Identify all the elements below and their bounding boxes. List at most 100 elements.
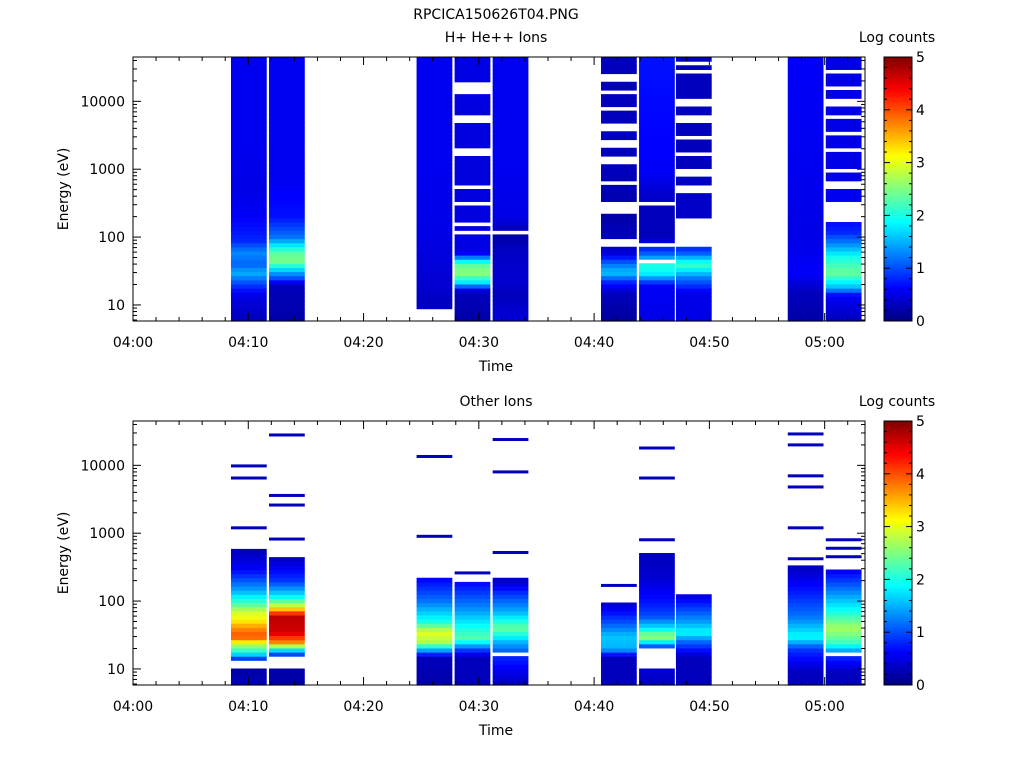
h-he-ions-bin [269,242,305,248]
h-he-ions-bin [787,123,824,128]
h-he-ions-bin [269,230,305,235]
other-ions-x-tick-label: 04:40 [574,699,614,715]
h-he-ions-bin [825,288,862,293]
h-he-ions-bin [269,316,305,322]
other-ions-bin [639,594,675,599]
h-he-ions-colorbar-tick-label: 4 [916,103,925,119]
h-he-ions-bin [454,98,491,103]
h-he-ions-bin [601,94,637,99]
other-ions-bin [601,672,637,678]
h-he-ions-bin [269,164,305,169]
h-he-ions-bin [787,135,824,141]
other-ions-bin [639,668,675,674]
h-he-ions-bin [492,250,529,256]
other-ions-bin [601,631,637,637]
other-ions-bin [230,656,267,661]
h-he-ions-bin [269,168,305,174]
other-ions-colorbar-tick-label: 5 [916,414,925,430]
other-ions-bin [416,672,453,678]
h-he-ions-bin [639,205,675,211]
h-he-ions-bin [230,296,267,301]
h-he-ions-bin [825,246,862,252]
other-ions-colorbar-tick-label: 4 [916,467,925,483]
h-he-ions-bin [454,312,491,318]
h-he-ions-bin [454,176,491,182]
other-ions-bin [825,606,862,612]
h-he-ions-bin [230,164,267,169]
other-ions-y-tick-label: 1000 [89,526,125,542]
h-he-ions-bin [787,288,824,293]
h-he-ions-column-3 [454,57,491,322]
other-ions-count-line [230,476,267,480]
other-ions-bin [675,614,712,620]
h-he-ions-bin [269,255,305,260]
h-he-ions-bin [492,197,529,202]
other-ions-bin [416,631,453,637]
other-ions-bin [416,664,453,670]
h-he-ions-bin [601,114,637,120]
h-he-ions-bin [787,139,824,145]
other-ions-bin [492,623,529,628]
other-ions-bin [269,594,305,599]
h-he-ions-bin [492,147,529,153]
h-he-ions-bin [269,222,305,227]
h-he-ions-bin [639,127,675,132]
h-he-ions-bin [639,143,675,149]
other-ions-bin [230,668,267,674]
h-he-ions-column-6 [639,57,675,322]
h-he-ions-bin [601,81,637,87]
other-ions-bin [825,660,862,665]
h-he-ions-bin [601,184,637,190]
other-ions-bin [416,676,453,682]
other-ions-bin [269,598,305,604]
other-ions-bin [675,602,712,608]
h-he-ions-bin [269,94,305,99]
h-he-ions-bin [639,172,675,178]
h-he-ions-bin [269,61,305,66]
h-he-ions-bin [825,238,862,244]
h-he-ions-bin [492,127,529,132]
h-he-ions-bin [269,263,305,268]
h-he-ions-bin [492,275,529,281]
h-he-ions-bin [601,230,637,235]
h-he-ions-bin [787,102,824,108]
h-he-ions-bin [639,283,675,289]
h-he-ions-column-9 [825,57,862,322]
h-he-ions-bin [269,102,305,108]
h-he-ions-bin [492,292,529,297]
h-he-ions-bin [825,151,862,157]
h-he-ions-bin [454,234,491,240]
h-he-ions-bin [269,77,305,83]
h-he-ions-bin [416,143,453,149]
h-he-ions-bin [601,246,637,252]
h-he-ions-bin [269,209,305,215]
other-ions-bin [230,586,267,591]
h-he-ions-bin [675,139,712,145]
h-he-ions-bin [825,65,862,70]
other-ions-column-3 [454,571,491,686]
other-ions-bin [230,594,267,599]
other-ions-bin [787,623,824,628]
other-ions-bin [416,643,453,649]
h-he-ions-bin [230,81,267,87]
other-ions-bin [787,672,824,678]
h-he-ions-bin [639,180,675,186]
h-he-ions-bin [230,61,267,66]
h-he-ions-bin [416,98,453,103]
other-ions-bin [269,623,305,628]
h-he-ions-bin [825,156,862,161]
h-he-ions-bin [675,85,712,91]
h-he-ions-bin [269,180,305,186]
figure-title: RPCICA150626T04.PNG [413,7,578,23]
h-he-ions-bin [825,300,862,306]
h-he-ions-bin [416,172,453,178]
h-he-ions-bin [454,168,491,174]
h-he-ions-bin [639,57,675,62]
h-he-ions-bin [230,135,267,141]
h-he-ions-bin [639,77,675,83]
h-he-ions-bin [492,98,529,103]
other-ions-bin [787,614,824,620]
h-he-ions-bin [492,308,529,314]
h-he-ions-bin [230,217,267,223]
h-he-ions-x-tick-label: 04:00 [113,335,153,351]
